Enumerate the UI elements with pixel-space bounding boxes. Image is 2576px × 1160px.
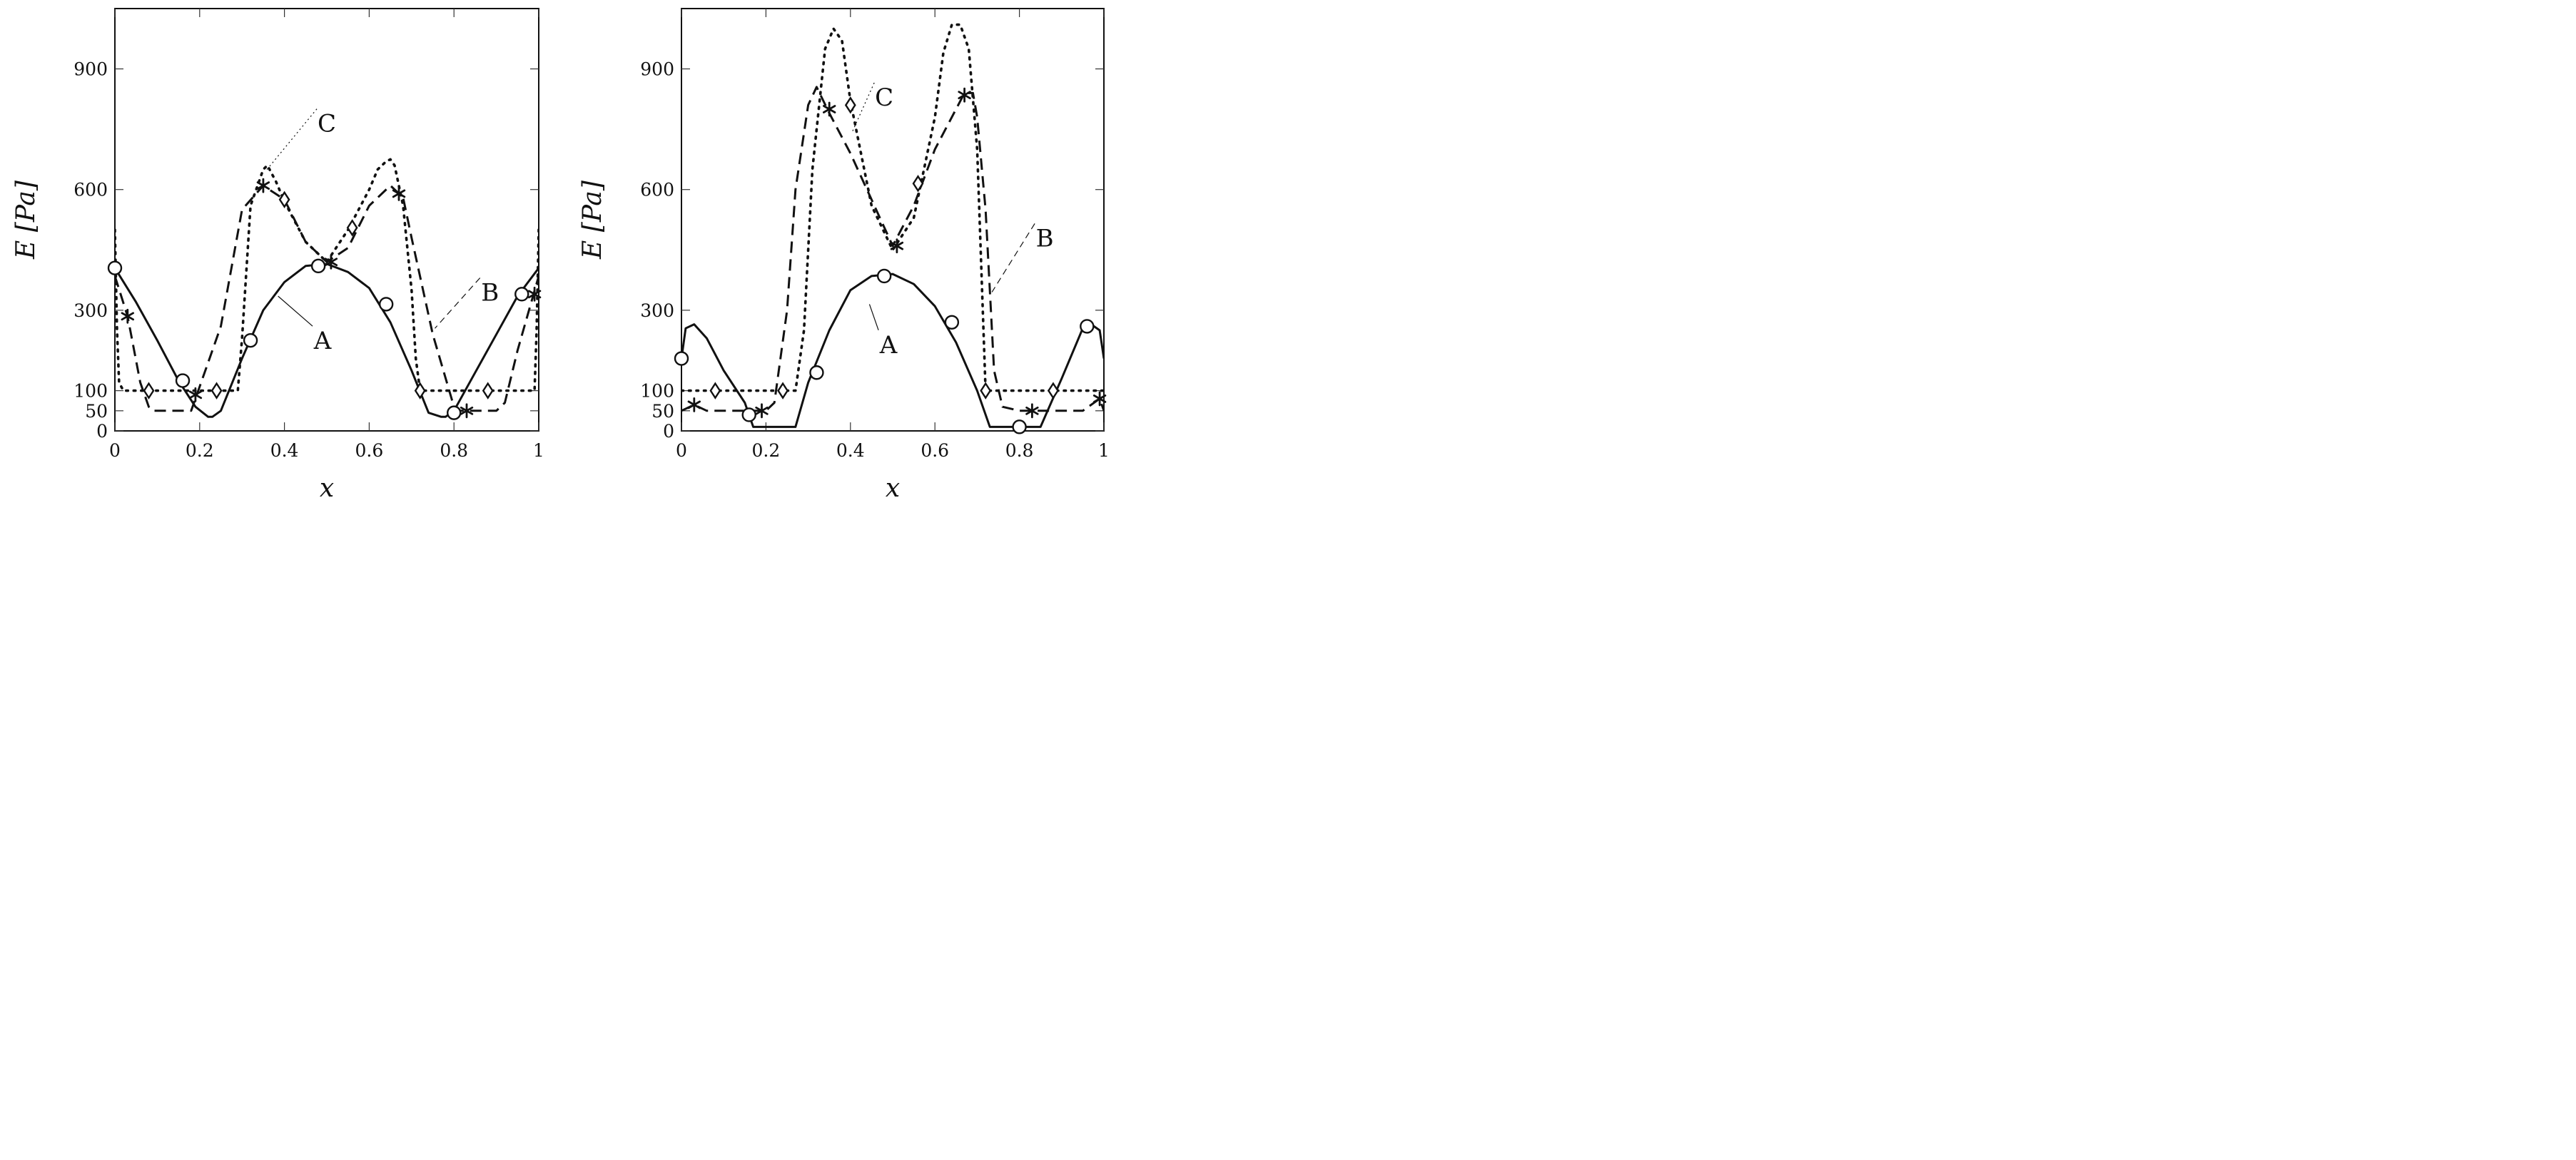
x-tick-label: 0 <box>676 440 687 461</box>
marker-diamond-C <box>143 382 155 400</box>
y-tick-label: 50 <box>85 401 108 422</box>
marker-star-B <box>823 101 836 117</box>
annotation-leader-A <box>278 295 313 327</box>
marker-diamond-C <box>777 382 789 400</box>
marker-circle-A <box>1080 319 1095 334</box>
marker-star-B <box>256 178 270 193</box>
y-tick-label: 900 <box>73 59 108 80</box>
marker-star-B <box>121 308 134 324</box>
y-tick-label: 0 <box>96 421 108 442</box>
y-tick-label: 300 <box>640 300 674 321</box>
x-axis-label: x <box>886 474 900 503</box>
marker-circle-A <box>514 287 529 302</box>
x-tick-label: 0.6 <box>921 440 949 461</box>
marker-diamond-C <box>278 190 290 209</box>
marker-circle-A <box>876 268 892 284</box>
marker-circle-A <box>674 351 689 366</box>
annotation-label-C: C <box>875 83 893 112</box>
marker-diamond-C <box>709 382 721 400</box>
marker-circle-A <box>809 365 824 380</box>
annotation-label-A: A <box>313 327 332 355</box>
y-tick-label: 50 <box>651 401 674 422</box>
marker-circle-A <box>1012 419 1027 434</box>
x-tick-label: 0.8 <box>1005 440 1034 461</box>
series-line-C <box>115 158 539 392</box>
y-tick-label: 300 <box>73 300 108 321</box>
marker-star-B <box>460 403 474 419</box>
annotation-label-B: B <box>481 278 499 307</box>
marker-diamond-C <box>482 382 494 400</box>
marker-star-B <box>755 403 769 419</box>
marker-star-B <box>392 186 406 201</box>
x-tick-label: 1 <box>533 440 544 461</box>
marker-circle-A <box>107 260 123 275</box>
y-tick-label: 100 <box>73 381 108 402</box>
marker-circle-A <box>944 315 960 330</box>
marker-star-B <box>1092 391 1107 407</box>
marker-diamond-C <box>1048 382 1059 400</box>
x-tick-label: 0.4 <box>270 440 299 461</box>
markers-group <box>674 87 1107 434</box>
x-tick-label: 0.2 <box>186 440 214 461</box>
marker-star-B <box>958 87 971 103</box>
marker-circle-A <box>741 407 756 422</box>
marker-diamond-C <box>414 382 426 400</box>
y-axis-unit: [Pa] <box>578 180 607 232</box>
y-axis-unit: [Pa] <box>11 180 41 232</box>
y-tick-label: 600 <box>640 180 674 200</box>
series-line-B <box>681 86 1104 412</box>
x-tick-label: 0.2 <box>752 440 781 461</box>
x-tick-label: 0.6 <box>355 440 384 461</box>
annotation-leader-B <box>435 278 481 329</box>
marker-diamond-C <box>912 175 924 193</box>
marker-circle-A <box>378 297 394 312</box>
x-tick-label: 0 <box>109 440 121 461</box>
y-axis-label: E [Pa] <box>11 180 41 260</box>
marker-circle-A <box>447 405 462 420</box>
x-tick-label: 1 <box>1098 440 1110 461</box>
y-axis-symbol: E <box>11 232 41 260</box>
y-tick-label: 900 <box>640 59 674 80</box>
x-tick-label: 0.4 <box>836 440 865 461</box>
y-tick-label: 0 <box>663 421 674 442</box>
marker-star-B <box>527 286 542 302</box>
marker-diamond-C <box>844 96 856 114</box>
marker-star-B <box>1025 403 1039 419</box>
marker-diamond-C <box>211 382 223 400</box>
annotation-leader-B <box>991 223 1035 292</box>
y-tick-label: 100 <box>640 381 674 402</box>
x-axis-label: x <box>320 474 334 503</box>
plot-frame <box>681 8 1105 432</box>
x-tick-label: 0.8 <box>440 440 468 461</box>
y-axis-label: E [Pa] <box>578 180 607 260</box>
annotation-label-A: A <box>879 331 898 360</box>
markers-group <box>107 178 542 420</box>
marker-circle-A <box>175 373 191 388</box>
marker-star-B <box>188 387 203 402</box>
annotation-label-C: C <box>318 110 336 138</box>
annotation-leader-C <box>265 108 318 172</box>
marker-circle-A <box>243 332 258 348</box>
marker-star-B <box>687 397 701 412</box>
marker-star-B <box>324 254 338 270</box>
annotation-leader-C <box>852 82 875 132</box>
marker-star-B <box>890 238 904 253</box>
marker-circle-A <box>310 258 326 274</box>
annotation-label-B: B <box>1036 224 1054 253</box>
marker-diamond-C <box>980 382 992 400</box>
y-axis-symbol: E <box>578 232 607 260</box>
marker-diamond-C <box>346 219 358 237</box>
plot-frame <box>114 8 539 432</box>
y-tick-label: 600 <box>73 180 108 200</box>
series-line-C <box>681 23 1104 392</box>
annotation-leader-A <box>868 304 879 330</box>
